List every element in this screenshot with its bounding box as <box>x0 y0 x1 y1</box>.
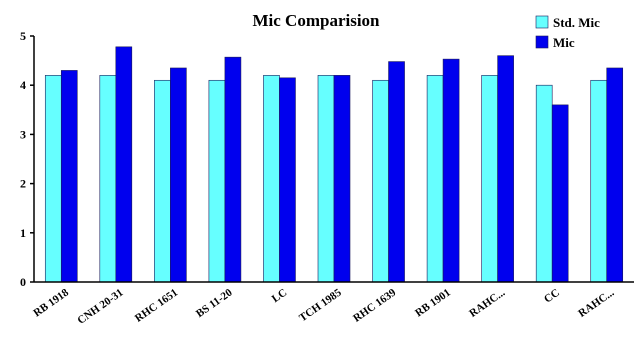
bar-std-mic <box>426 75 444 283</box>
legend-label: Std. Mic <box>553 15 600 30</box>
x-ticks-group: RB 1918 CNH 20-31 RHC 1651 BS 11-20 LC TCH 19… <box>31 286 616 326</box>
x-tick-label: RHC 1651 <box>133 287 180 325</box>
y-ticks-group: 0 1 2 3 4 5 <box>20 29 34 289</box>
legend-label: Mic <box>553 35 575 50</box>
legend-swatch <box>535 35 549 49</box>
x-tick-label: RHC 1639 <box>351 286 399 324</box>
y-tick-label: 1 <box>20 226 26 240</box>
bar-mic <box>60 70 78 283</box>
legend: Std. Mic Mic <box>535 15 600 50</box>
bar-mic <box>606 67 624 283</box>
legend-swatch <box>535 15 549 29</box>
y-tick-label: 4 <box>20 78 26 92</box>
x-tick-label: RB 1918 <box>31 286 71 319</box>
x-tick-label: TCH 1985 <box>297 286 344 324</box>
y-tick-label: 5 <box>20 29 26 43</box>
y-tick-label: 0 <box>20 275 26 289</box>
bar-std-mic <box>154 79 171 283</box>
x-tick-label: CC <box>542 287 562 306</box>
bar-mic <box>388 61 405 283</box>
x-tick-label: BS 11-20 <box>194 286 235 320</box>
x-tick-label: CNH 20-31 <box>75 287 125 327</box>
chart-title: Mic Comparision <box>252 11 380 30</box>
y-tick-label: 3 <box>20 127 26 141</box>
y-tick-label: 2 <box>20 177 26 191</box>
bar-mic <box>224 56 242 283</box>
x-tick-label: RB 1901 <box>413 287 453 320</box>
bar-std-mic <box>44 75 62 283</box>
bar-std-mic <box>317 75 335 283</box>
bar-std-mic <box>481 75 498 283</box>
x-tick-label: RAHC... <box>576 286 616 319</box>
bar-std-mic <box>208 79 226 283</box>
bar-mic <box>170 67 187 283</box>
bar-std-mic <box>99 75 117 283</box>
bar-std-mic <box>263 75 280 283</box>
bar-mic <box>279 77 296 283</box>
bar-mic <box>497 55 514 283</box>
x-tick-label: LC <box>270 287 289 306</box>
bar-std-mic <box>372 79 389 283</box>
bar-mic <box>333 75 351 283</box>
bar-mic <box>551 104 569 283</box>
bar-std-mic <box>590 79 608 283</box>
bar-mic <box>115 46 133 283</box>
bar-mic <box>442 58 460 283</box>
bars-group <box>44 46 624 283</box>
bar-std-mic <box>535 84 553 283</box>
x-tick-label: RAHC... <box>467 286 507 319</box>
